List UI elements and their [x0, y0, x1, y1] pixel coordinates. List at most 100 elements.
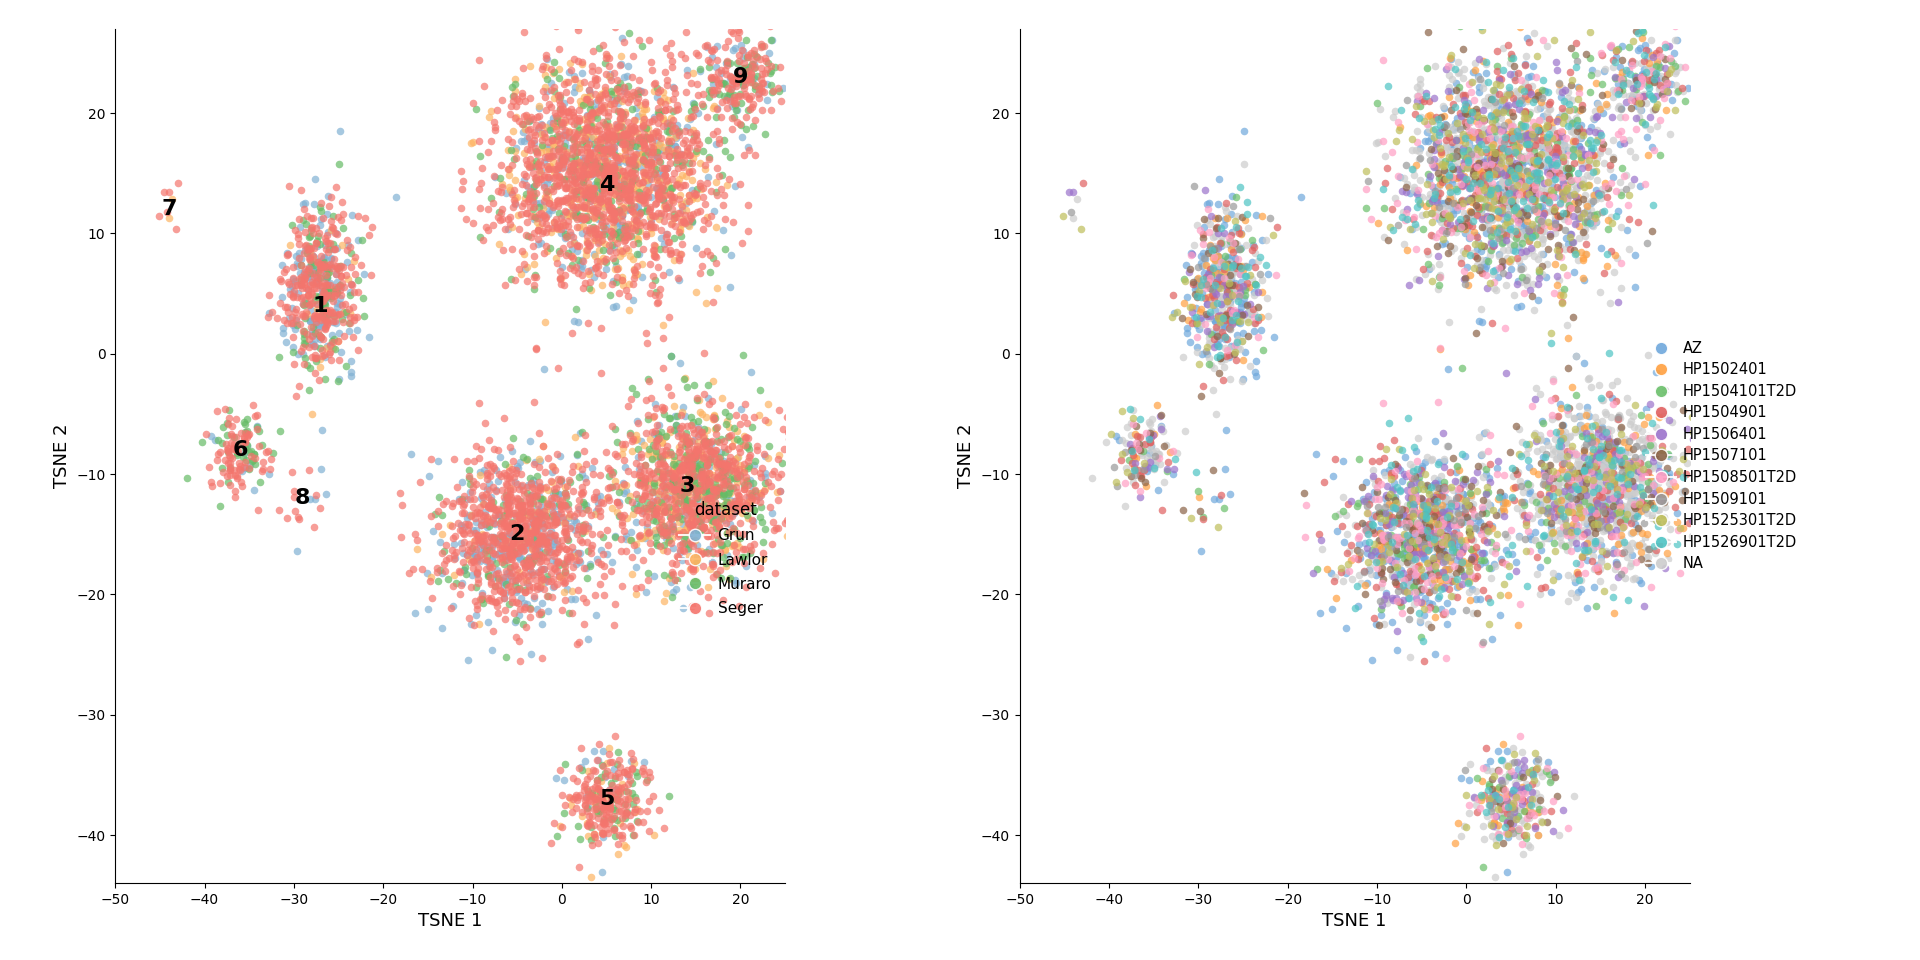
Point [618, 123, 649, 138]
Point [1490, 162, 1521, 178]
Point [534, 539, 564, 554]
Point [1567, 148, 1597, 163]
Point [597, 554, 628, 569]
Point [708, 481, 739, 496]
Point [1496, 162, 1526, 178]
Point [1503, 161, 1534, 177]
Point [1392, 538, 1423, 553]
Point [1488, 117, 1519, 132]
Point [1509, 178, 1540, 193]
Point [685, 505, 716, 520]
Point [1609, 169, 1640, 184]
Point [630, 140, 660, 156]
Point [685, 513, 716, 528]
Point [626, 132, 657, 147]
Point [1488, 265, 1519, 280]
Point [599, 172, 630, 187]
Point [228, 441, 259, 456]
Point [1632, 348, 1663, 363]
Point [1444, 491, 1475, 506]
Point [1444, 507, 1475, 522]
Point [1576, 498, 1607, 514]
Point [1563, 518, 1594, 534]
Point [1546, 535, 1576, 550]
Point [1492, 815, 1523, 830]
Point [1417, 551, 1448, 566]
Point [666, 425, 697, 441]
Point [547, 217, 578, 232]
Point [1603, 503, 1634, 518]
Point [516, 541, 547, 557]
Point [1538, 565, 1569, 581]
Point [1642, 54, 1672, 69]
Point [720, 97, 751, 112]
Point [605, 114, 636, 130]
Point [1488, 805, 1519, 821]
Point [499, 196, 530, 211]
Point [609, 182, 639, 198]
Point [480, 483, 511, 498]
Point [1106, 432, 1137, 447]
Point [545, 87, 576, 103]
Point [532, 550, 563, 565]
Point [574, 814, 605, 829]
Point [1576, 454, 1607, 469]
Point [1515, 804, 1546, 820]
Point [622, 82, 653, 97]
Point [518, 194, 549, 209]
Point [290, 356, 321, 372]
Point [1580, 433, 1611, 448]
Point [599, 808, 630, 824]
Point [1494, 182, 1524, 198]
Point [1507, 156, 1538, 172]
Point [1114, 401, 1144, 417]
Point [632, 501, 662, 516]
Point [745, 494, 776, 510]
Point [1511, 221, 1542, 236]
Point [459, 552, 490, 567]
Point [628, 189, 659, 204]
Point [1580, 163, 1611, 179]
Point [461, 438, 492, 453]
Point [1555, 161, 1586, 177]
Point [524, 482, 555, 497]
Point [1651, 81, 1682, 96]
Point [1630, 531, 1661, 546]
Point [1444, 562, 1475, 577]
Point [1440, 503, 1471, 518]
Point [305, 462, 336, 477]
Point [701, 280, 732, 296]
Point [1407, 531, 1438, 546]
Point [551, 526, 582, 541]
Point [1500, 796, 1530, 811]
Point [559, 109, 589, 125]
Point [630, 101, 660, 116]
Point [1528, 472, 1559, 488]
Point [605, 179, 636, 194]
Point [278, 289, 309, 304]
Point [509, 559, 540, 574]
Point [607, 243, 637, 258]
Point [476, 540, 507, 555]
Point [472, 144, 503, 159]
Point [1615, 92, 1645, 108]
Point [1574, 429, 1605, 444]
Point [668, 487, 699, 502]
Point [522, 121, 553, 136]
Point [1551, 469, 1582, 485]
Point [1488, 134, 1519, 150]
Point [1200, 221, 1231, 236]
Point [536, 523, 566, 539]
Point [1496, 48, 1526, 63]
Point [1553, 429, 1584, 444]
Point [1373, 541, 1404, 557]
Point [1425, 195, 1455, 210]
Point [1626, 495, 1657, 511]
Point [570, 594, 601, 610]
Point [296, 252, 326, 268]
Point [1569, 187, 1599, 203]
Point [1434, 207, 1465, 223]
Point [1434, 562, 1465, 577]
Point [739, 457, 770, 472]
Point [1620, 554, 1651, 569]
